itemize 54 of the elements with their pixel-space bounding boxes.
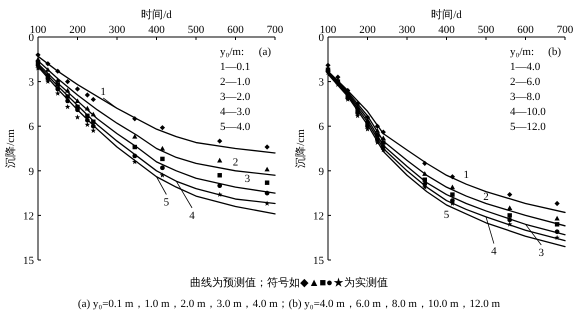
- x-tick-label: 200: [69, 24, 86, 36]
- text: (a) y₀=0.1 m，1.0 m，2.0 m，3.0 m，4.0 m；(b) y₀=4.0 m，6.0 m，8.0 m，10.0 m，12.0 m: [78, 298, 501, 310]
- series-label: 5: [444, 209, 450, 222]
- y-tick-label: 15: [23, 255, 34, 267]
- annotation: 2—1.0: [220, 76, 251, 88]
- x-tick-label: 200: [359, 24, 376, 36]
- y-tick-label: 6: [28, 121, 34, 134]
- x-tick-label: 400: [148, 24, 166, 36]
- x-tick-label: 600: [227, 24, 244, 36]
- legend-label: 3: [538, 247, 545, 260]
- y-axis-title: 沉降/cm: [295, 128, 307, 168]
- series-label: 2: [232, 156, 238, 169]
- y-axis-title: 沉降/cm: [5, 128, 17, 168]
- y-tick-label: 12: [23, 210, 34, 222]
- x-tick-label: 300: [108, 24, 126, 36]
- x-tick-label: 700: [266, 24, 284, 36]
- x-axis-title: 时间/d: [141, 8, 172, 21]
- x-tick-label: 600: [517, 24, 534, 36]
- y-tick-label: 3: [318, 76, 324, 89]
- legend-label: 5: [164, 196, 170, 209]
- text: 曲线为预测值；符号如◆▲■●★为实测值: [190, 276, 388, 289]
- legend-title: y₀/m:: [220, 46, 244, 58]
- x-tick-label: 400: [438, 24, 456, 36]
- y-tick-label: 0: [28, 32, 34, 44]
- x-tick-label: 300: [398, 24, 416, 36]
- annotation: 1—0.1: [220, 61, 250, 73]
- annotation: (b): [548, 46, 562, 58]
- annotation: 5—12.0: [510, 121, 546, 133]
- y-tick-label: 0: [318, 32, 324, 44]
- annotation: 5—4.0: [220, 121, 251, 133]
- series-label: 1: [464, 169, 469, 182]
- y-tick-label: 9: [318, 166, 324, 178]
- annotation: 4—3.0: [220, 106, 251, 118]
- series-label: 2: [483, 191, 489, 204]
- y-tick-label: 6: [318, 121, 324, 134]
- annotation: (a): [258, 46, 272, 58]
- series-label: 4: [189, 210, 196, 222]
- x-tick-label: 500: [478, 24, 495, 36]
- annotation: 1—4.0: [510, 61, 541, 73]
- y-tick-label: 9: [28, 166, 34, 178]
- annotation: 2—6.0: [510, 76, 541, 88]
- x-tick-label: 500: [188, 24, 205, 36]
- text: 4: [491, 246, 498, 258]
- annotation: 3—8.0: [510, 91, 541, 103]
- annotation: 4—10.0: [510, 106, 546, 118]
- annotation: 3—2.0: [220, 91, 251, 103]
- series-label: 3: [244, 172, 251, 185]
- y-tick-label: 3: [28, 76, 34, 89]
- series-label: 1: [100, 86, 106, 98]
- x-tick-label: 700: [556, 24, 574, 36]
- x-axis-title: 时间/d: [431, 8, 462, 21]
- legend-title: y₀/m:: [510, 46, 534, 58]
- y-tick-label: 15: [313, 255, 324, 267]
- y-tick-label: 12: [313, 210, 324, 222]
